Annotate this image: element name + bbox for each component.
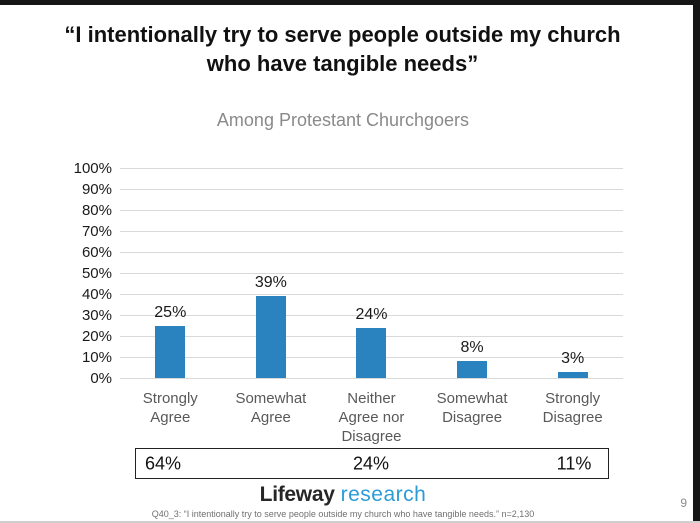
gridline [120,230,623,232]
bar [255,296,286,378]
y-tick-label: 40% [81,285,112,303]
y-tick-label: 20% [81,327,112,345]
summary-disagree-total: 11% [556,453,592,473]
viewer-right-edge [693,0,700,523]
slide-title-line2: who have tangible needs” [206,51,479,76]
bar-value-label: 8% [460,339,484,357]
bar [155,325,186,378]
gridline [120,209,623,211]
bar [356,327,387,378]
page-number: 9 [680,496,687,510]
bar-value-label: 24% [355,305,388,323]
gridline [120,272,623,274]
category-label: Somewhat Disagree [436,390,508,426]
y-tick-label: 50% [81,264,112,282]
bar-value-label: 25% [154,303,187,321]
y-tick-label: 60% [81,243,112,261]
bar-column: 24% [321,168,422,378]
summary-agree-total: 64% [145,453,182,473]
y-tick-label: 80% [81,201,112,219]
category-label: Somewhat Agree [235,390,307,426]
bar [557,371,588,378]
slide-title: “I intentionally try to serve people out… [30,20,655,78]
category-label: Strongly Agree [142,390,198,426]
gridline [120,251,623,253]
gridline [120,167,623,169]
bar-column: 39% [221,168,322,378]
y-tick-label: 30% [81,306,112,324]
logo-research-text: research [340,483,427,506]
logo-lifeway-text: Lifeway [259,483,335,506]
category-label: Neither Agree nor Disagree [338,390,405,445]
y-tick-label: 90% [81,180,112,198]
gridline [120,293,623,295]
summary-neither: 24% [352,453,390,473]
bar [457,361,488,378]
bar-value-label: 3% [561,349,585,367]
bar-value-label: 39% [254,274,287,292]
x-axis-category-labels: Strongly Agree Somewhat Agree Neither Agre… [120,389,623,446]
viewer-bottom-edge [0,521,700,523]
plot-area: 25% 39% 24% 8% 3% [120,167,623,379]
category-label: Strongly Disagree [542,390,603,426]
bar-column: 3% [522,168,623,378]
slide-title-line1: “I intentionally try to serve people out… [64,22,621,47]
y-tick-label: 10% [81,348,112,366]
y-tick-label: 70% [81,222,112,240]
chart-subtitle: Among Protestant Churchgoers [216,110,470,130]
y-tick-label: 0% [90,369,112,387]
gridline [120,188,623,190]
lifeway-research-logo: Lifeway research [0,483,686,507]
viewer-top-edge [0,0,700,5]
y-tick-label: 100% [73,159,112,177]
summary-box: 64% 24% 11% [135,448,609,479]
gridline [120,314,623,316]
footer-source-note: Q40_3: “I intentionally try to serve peo… [151,509,535,519]
bar-column: 25% [120,168,221,378]
gridline [120,377,623,379]
bars-container: 25% 39% 24% 8% 3% [120,168,623,378]
bar-column: 8% [422,168,523,378]
